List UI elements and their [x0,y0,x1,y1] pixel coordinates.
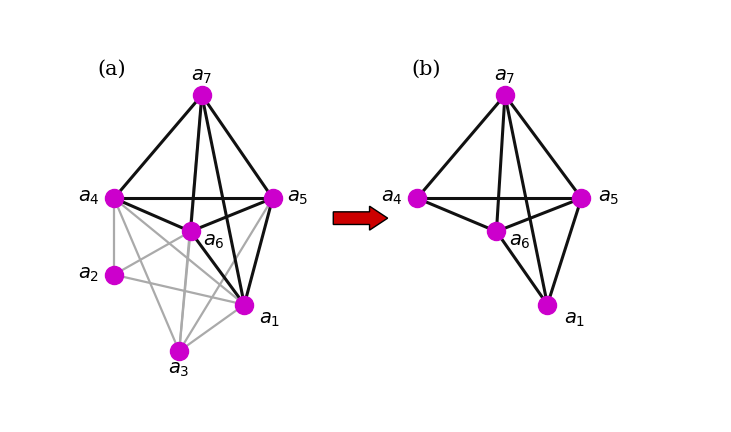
Text: $a_{1}$: $a_{1}$ [260,311,281,329]
Text: $a_{5}$: $a_{5}$ [287,189,309,207]
Text: $a_{3}$: $a_{3}$ [168,360,190,379]
FancyArrow shape [333,206,387,230]
Text: $a_{4}$: $a_{4}$ [77,189,99,207]
Text: $a_{5}$: $a_{5}$ [598,189,619,207]
Text: $a_{6}$: $a_{6}$ [203,232,225,251]
Text: (a): (a) [97,60,126,79]
Text: $a_{1}$: $a_{1}$ [564,311,586,329]
Text: $a_{7}$: $a_{7}$ [494,68,515,86]
Text: $a_{6}$: $a_{6}$ [510,232,531,251]
Text: $a_{4}$: $a_{4}$ [381,189,403,207]
Text: (b): (b) [412,60,441,79]
Text: $a_{7}$: $a_{7}$ [191,68,213,86]
Text: $a_{2}$: $a_{2}$ [78,266,99,284]
